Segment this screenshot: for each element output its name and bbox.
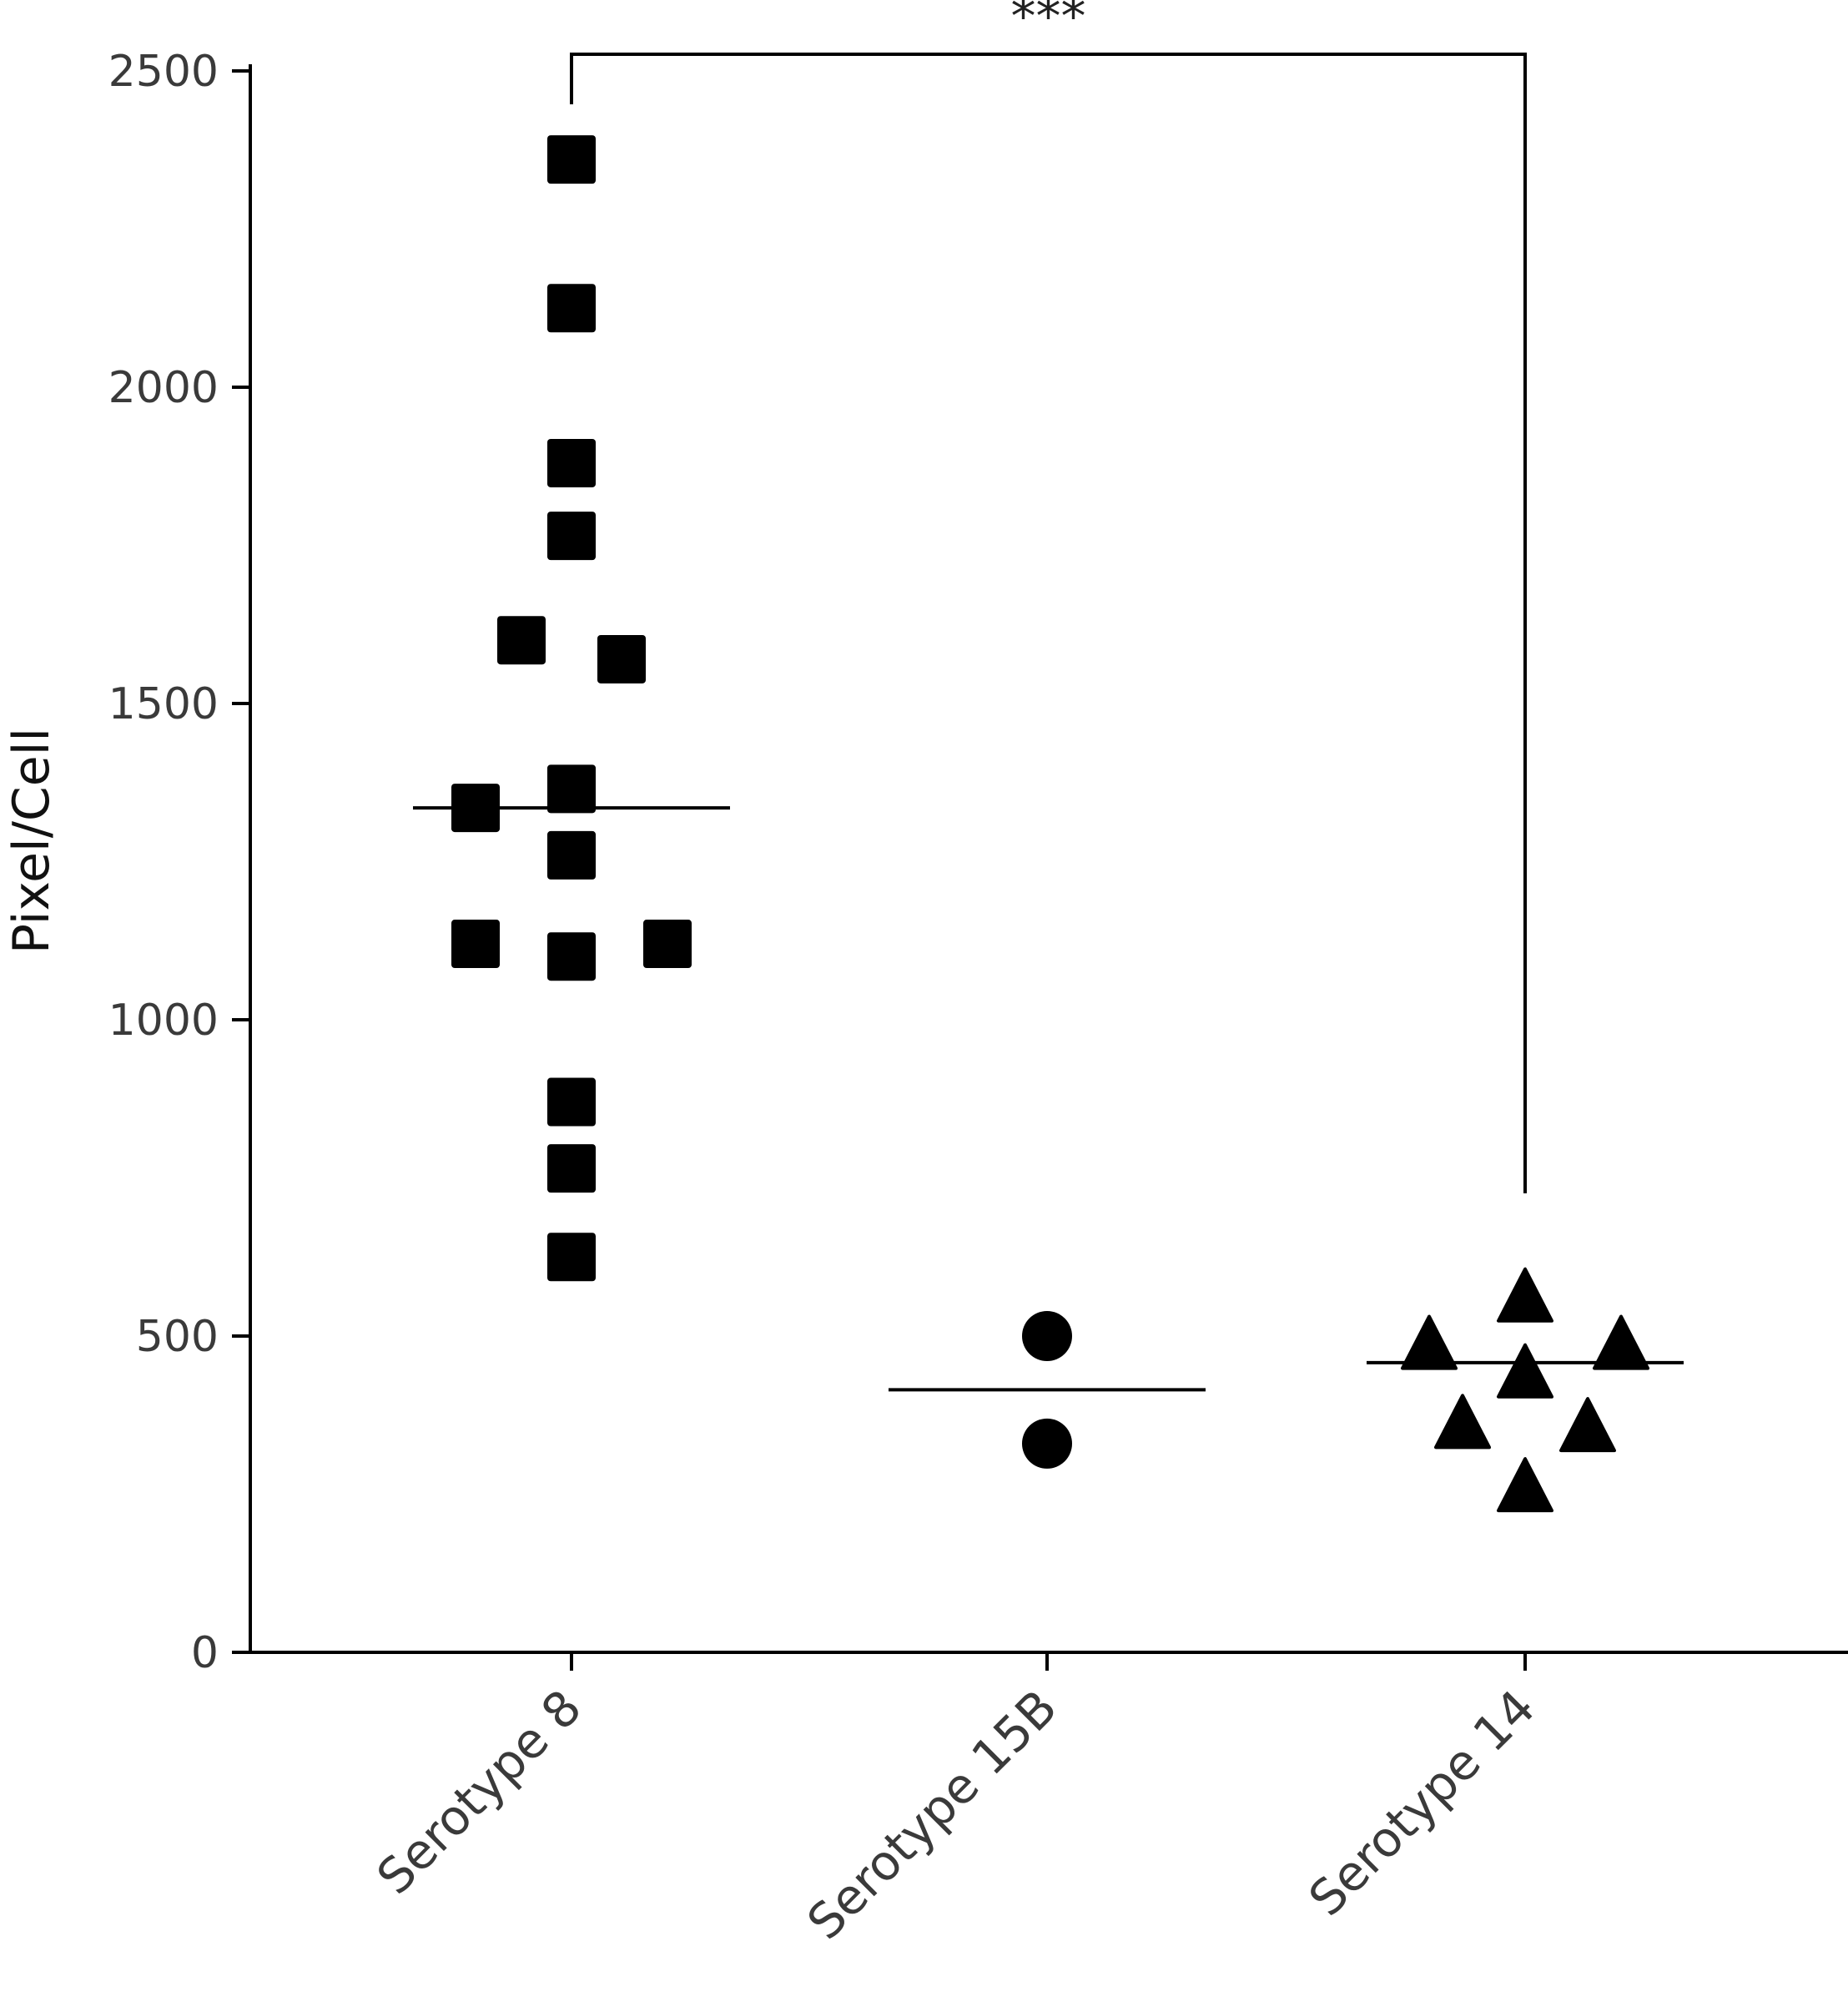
x-tick-label: Serotype 15B [797, 1679, 1068, 1950]
y-axis: 0 500 1000 1500 2000 2500 [108, 47, 252, 1678]
square-point [547, 1144, 596, 1193]
y-tick-label: 500 [136, 1312, 219, 1362]
triangle-point [1593, 1314, 1649, 1370]
square-point [547, 284, 596, 333]
x-tick-label: Serotype 8 [366, 1679, 592, 1905]
square-point [451, 920, 500, 969]
triangle-point [1497, 1457, 1553, 1513]
x-tick-label: Serotype 14 [1298, 1679, 1546, 1927]
significance-bracket: *** [570, 0, 1527, 1193]
significance-line [570, 53, 1527, 1193]
triangle-point [1434, 1394, 1491, 1450]
y-tick-label: 1000 [108, 996, 219, 1046]
square-point [547, 1077, 596, 1127]
square-point [451, 784, 500, 833]
triangle-point [1497, 1343, 1553, 1399]
x-axis: Serotype 8 Serotype 15B Serotype 14 [249, 1651, 1848, 1950]
square-point [547, 438, 596, 487]
significance-label: *** [1011, 0, 1086, 46]
y-tick-label: 2500 [108, 47, 219, 97]
y-ticks: 0 500 1000 1500 2000 2500 [108, 47, 250, 1678]
median-lines [413, 806, 1684, 1392]
square-point [547, 1233, 596, 1282]
square-point [547, 512, 596, 561]
square-point [547, 830, 596, 880]
y-tick-label: 1500 [108, 679, 219, 729]
data-points [451, 135, 1649, 1513]
square-point [547, 932, 596, 981]
triangle-point [1401, 1314, 1458, 1370]
y-tick-label: 2000 [108, 363, 219, 413]
square-point [497, 616, 546, 665]
y-tick-label: 0 [191, 1628, 219, 1678]
x-ticks: Serotype 8 Serotype 15B Serotype 14 [366, 1652, 1546, 1950]
circle-point [1022, 1311, 1072, 1361]
triangle-point [1559, 1397, 1616, 1453]
triangle-point [1497, 1267, 1553, 1323]
square-point [547, 135, 596, 184]
y-axis-title: Pixel/Cell [3, 728, 61, 954]
square-point [547, 764, 596, 814]
square-point [643, 920, 692, 969]
circle-point [1022, 1418, 1072, 1469]
square-point [597, 634, 646, 683]
